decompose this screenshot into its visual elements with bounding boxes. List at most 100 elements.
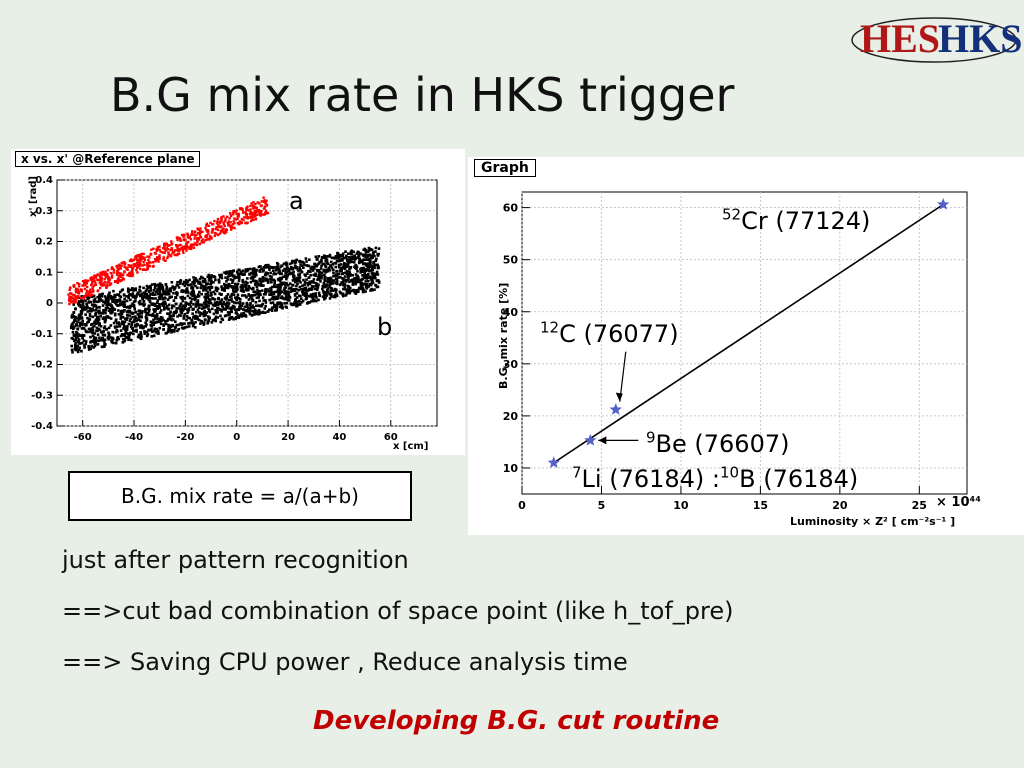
- cluster-b-point: [162, 301, 165, 305]
- cluster-b-point: [190, 318, 194, 322]
- cluster-b-point: [325, 270, 328, 273]
- cluster-b-point: [255, 285, 259, 289]
- cluster-b-point: [367, 254, 370, 257]
- cluster-b-point: [103, 340, 106, 343]
- cluster-b-point: [371, 256, 374, 260]
- cluster-b-point: [356, 269, 359, 273]
- cluster-b-point: [333, 295, 336, 299]
- cluster-b-point: [348, 286, 352, 290]
- cluster-b-point: [319, 267, 323, 270]
- cluster-b-point: [298, 276, 302, 279]
- cluster-b-point: [239, 314, 242, 317]
- cluster-b-point: [158, 320, 162, 324]
- cluster-b-point: [339, 268, 342, 272]
- cluster-b-point: [205, 311, 208, 314]
- cluster-b-point: [153, 314, 157, 318]
- cluster-b-point: [296, 279, 299, 283]
- cluster-a-point: [108, 278, 112, 281]
- cluster-b-point: [248, 309, 252, 313]
- cluster-b-point: [177, 286, 181, 289]
- cluster-b-point: [154, 304, 158, 308]
- cluster-b-point: [348, 280, 351, 284]
- cluster-b-point: [80, 334, 83, 337]
- cluster-a-point: [158, 245, 161, 248]
- cluster-b-point: [341, 272, 344, 275]
- cluster-b-point: [304, 291, 308, 295]
- cluster-a-point: [146, 267, 149, 270]
- cluster-a-point: [148, 256, 151, 259]
- cluster-a-point: [136, 264, 140, 268]
- cluster-b-point: [351, 257, 354, 260]
- cluster-a-point: [103, 283, 106, 287]
- cluster-b-point: [299, 263, 302, 266]
- cluster-a-point: [222, 215, 225, 218]
- cluster-b-point: [163, 292, 166, 296]
- cluster-a-point: [96, 289, 100, 292]
- cluster-b-point: [224, 314, 228, 317]
- cluster-b-point: [371, 266, 374, 269]
- cluster-b-point: [217, 281, 221, 284]
- cluster-a-point: [193, 230, 197, 233]
- cluster-b-point: [106, 301, 110, 305]
- cluster-b-point: [172, 312, 175, 315]
- cluster-b-point: [153, 317, 157, 320]
- cluster-a-point: [248, 212, 252, 216]
- cluster-a-point: [87, 292, 91, 295]
- cluster-a-point: [209, 236, 212, 240]
- cluster-b-point: [139, 319, 142, 323]
- cluster-b-point: [263, 273, 267, 277]
- cluster-b-point: [377, 266, 380, 270]
- cluster-a-point: [79, 296, 83, 300]
- cluster-a-point: [216, 217, 220, 221]
- cluster-b-point: [233, 274, 236, 278]
- cluster-b-point: [234, 311, 238, 315]
- cluster-b-point: [182, 308, 185, 312]
- cluster-a-point: [152, 264, 155, 268]
- cluster-b-point: [228, 284, 232, 288]
- cluster-b-point: [188, 316, 192, 320]
- cluster-b-point: [280, 303, 284, 306]
- cluster-b-point: [357, 254, 360, 257]
- cluster-b-point: [318, 275, 321, 279]
- cluster-b-point: [344, 256, 347, 260]
- cluster-a-point: [222, 231, 226, 234]
- cluster-a-point: [118, 274, 121, 277]
- cluster-b-point: [369, 283, 373, 287]
- cluster-b-point: [351, 280, 355, 283]
- cluster-b-point: [219, 300, 222, 303]
- cluster-a-point: [96, 273, 99, 276]
- cluster-b-point: [219, 293, 223, 297]
- cluster-b-point: [209, 276, 212, 280]
- cluster-b-point: [122, 337, 125, 341]
- cluster-a-point: [138, 261, 141, 264]
- cluster-b-point: [301, 284, 304, 287]
- cluster-b-point: [131, 302, 134, 306]
- cluster-a-point: [130, 274, 133, 278]
- cluster-a-point: [76, 282, 79, 285]
- cluster-a-point: [185, 244, 188, 248]
- cluster-b-point: [285, 267, 288, 270]
- cluster-b-point: [90, 344, 93, 348]
- cluster-a-point: [186, 236, 190, 239]
- cluster-b-point: [77, 341, 80, 344]
- cluster-b-point: [151, 291, 155, 295]
- cluster-b-point: [92, 338, 95, 342]
- cluster-b-point: [317, 291, 321, 295]
- cluster-b-point: [349, 252, 353, 256]
- cluster-b-point: [361, 286, 365, 290]
- cluster-a-point: [225, 215, 229, 219]
- cluster-b-point: [356, 274, 360, 278]
- cluster-b-point: [156, 307, 160, 310]
- cluster-b-point: [157, 332, 160, 335]
- cluster-a-point: [193, 237, 196, 240]
- cluster-b-point: [280, 281, 283, 285]
- cluster-b-point: [146, 286, 150, 290]
- cluster-a-point: [222, 222, 225, 226]
- cluster-b-point: [162, 323, 166, 326]
- cluster-b-point: [214, 317, 217, 320]
- cluster-b-point: [209, 293, 213, 297]
- cluster-a-point: [218, 220, 221, 224]
- cluster-a-point: [240, 207, 243, 210]
- cluster-b-point: [159, 285, 163, 289]
- cluster-b-point: [85, 302, 88, 305]
